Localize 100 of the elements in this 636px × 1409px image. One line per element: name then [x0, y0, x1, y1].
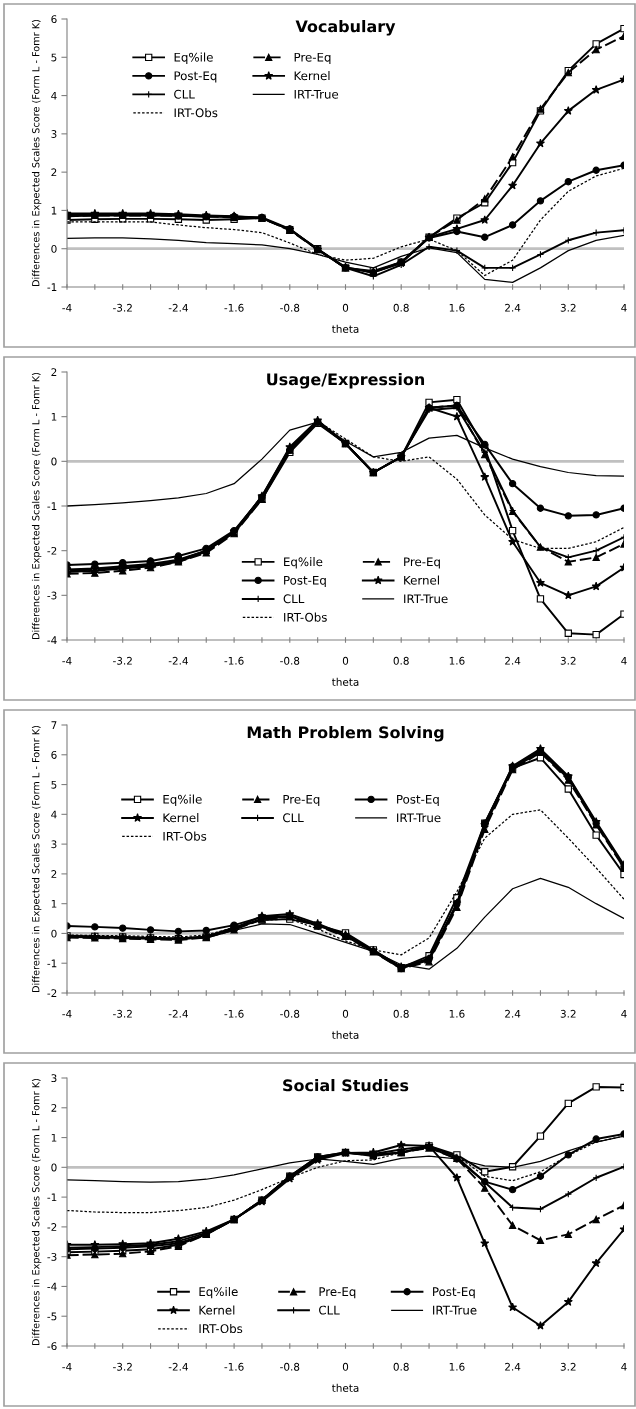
y-tick-label: 5: [51, 780, 57, 789]
y-tick-label: 2: [51, 1104, 57, 1112]
x-tick-label: 4: [621, 303, 627, 312]
y-axis-title: Differences in Expected Scales Score (Form L - Fomr K): [31, 19, 42, 286]
legend-label: IRT-True: [397, 813, 441, 823]
x-tick-label: -1.6: [224, 656, 244, 665]
y-tick-label: -5: [47, 1312, 57, 1321]
chart-title: Math Problem Solving: [247, 725, 444, 742]
y-tick-label: 2: [51, 168, 57, 177]
legend-label: Pre-Eq: [294, 52, 331, 64]
y-tick-label: -1: [47, 959, 57, 968]
y-tick-label: -1: [47, 283, 57, 291]
x-tick-label: 0: [342, 656, 349, 665]
y-tick-label: -2: [47, 1223, 57, 1231]
x-tick-label: -4: [62, 1362, 72, 1371]
y-tick-label: -4: [47, 636, 57, 644]
y-tick-label: 0: [51, 244, 57, 253]
x-tick-label: -1.6: [224, 303, 244, 312]
legend-label: Kernel: [294, 71, 330, 81]
x-tick-label: 0.8: [393, 303, 409, 312]
chart-title: Social Studies: [283, 1078, 409, 1092]
x-tick-label: -2.4: [168, 656, 188, 665]
legend-label: Post-Eq: [397, 794, 439, 807]
legend-label: Eq%ile: [199, 1286, 238, 1299]
y-tick-label: -6: [47, 1342, 57, 1351]
chart-title: Vocabulary: [295, 19, 396, 36]
y-tick-label: 2: [51, 368, 57, 376]
x-tick-label: -0.8: [280, 1362, 300, 1371]
y-tick-label: 4: [51, 810, 57, 819]
y-axis-title: Differences in Expected Scales Score (Form L - Fomr K): [31, 725, 42, 992]
x-tick-label: -4: [62, 656, 72, 665]
x-tick-label: 3.2: [560, 656, 576, 665]
y-tick-label: 6: [51, 15, 57, 24]
legend-label: IRT-True: [404, 594, 448, 604]
y-tick-label: 0: [51, 929, 57, 938]
legend-label: CLL: [283, 594, 305, 604]
y-tick-label: 1: [51, 1133, 57, 1142]
x-tick-label: 3.2: [560, 1009, 576, 1018]
legend-label: Post-Eq: [174, 71, 217, 83]
legend-label: IRT-Obs: [163, 831, 207, 841]
y-tick-label: -4: [47, 1282, 57, 1291]
x-tick-label: 0: [342, 303, 349, 312]
x-tick-label: 2.4: [505, 1009, 521, 1018]
y-tick-label: 1: [51, 413, 57, 421]
x-tick-label: 0.8: [393, 656, 409, 665]
legend-label: IRT-Obs: [284, 612, 327, 622]
x-tick-label: 0.8: [393, 1009, 409, 1018]
y-tick-label: 6: [51, 751, 57, 759]
x-tick-label: -1.6: [224, 1009, 244, 1018]
y-tick-label: 0: [51, 1163, 57, 1172]
x-tick-label: 4: [621, 656, 627, 665]
x-axis-title: theta: [332, 324, 359, 333]
legend-label: CLL: [283, 813, 304, 823]
y-tick-label: -1: [47, 502, 57, 510]
legend-label: Post-Eq: [433, 1287, 475, 1299]
x-tick-label: -2.4: [168, 1009, 188, 1018]
y-tick-label: 3: [51, 1074, 57, 1083]
legend-label: Pre-Eq: [283, 794, 320, 807]
x-tick-label: 0.8: [393, 1362, 409, 1371]
legend-label: CLL: [319, 1305, 340, 1315]
x-axis-title: theta: [332, 1383, 359, 1392]
legend-label: IRT-Obs: [174, 108, 218, 118]
legend-label: Pre-Eq: [404, 557, 440, 569]
x-tick-label: 2.4: [505, 1362, 521, 1371]
y-tick-label: 0: [51, 457, 57, 466]
x-axis-title: theta: [332, 1030, 359, 1039]
y-tick-label: 7: [51, 721, 57, 729]
legend-label: CLL: [174, 89, 195, 99]
y-tick-label: -2: [47, 989, 57, 997]
legend-label: Kernel: [404, 575, 439, 585]
x-tick-label: 3.2: [560, 1362, 576, 1371]
legend-label: Pre-Eq: [319, 1287, 356, 1299]
legend-label: IRT-True: [433, 1305, 477, 1315]
x-tick-label: 1.6: [449, 1009, 465, 1018]
y-tick-label: 3: [51, 130, 57, 138]
x-tick-label: 3.2: [560, 303, 576, 312]
legend-label: Kernel: [163, 813, 199, 823]
x-tick-label: -4: [62, 1009, 72, 1018]
legend-label: Eq%ile: [174, 52, 213, 64]
x-tick-label: -3.2: [113, 1009, 132, 1018]
x-tick-label: -4: [62, 303, 72, 312]
y-axis-title: Differences in Expected Scales Score (Form L - Fomr K): [31, 372, 42, 639]
legend-label: Kernel: [199, 1305, 235, 1315]
y-tick-label: 1: [51, 900, 57, 908]
x-tick-label: -1.6: [224, 1362, 244, 1371]
x-tick-label: 2.4: [505, 303, 521, 312]
x-tick-label: -0.8: [280, 656, 300, 665]
x-tick-label: 2.4: [505, 656, 521, 665]
y-tick-label: -3: [47, 1252, 57, 1261]
y-tick-label: -3: [47, 591, 57, 600]
x-tick-label: -0.8: [280, 303, 300, 312]
chart-title: Usage/Expression: [267, 372, 425, 389]
x-tick-label: 0: [342, 1009, 349, 1018]
y-tick-label: 2: [51, 870, 57, 878]
x-tick-label: 0: [342, 1362, 349, 1371]
y-axis-title: Differences in Expected Scales Score (Form L - Fomr K): [31, 1078, 42, 1345]
x-tick-label: 1.6: [449, 1362, 465, 1371]
y-tick-label: 4: [51, 91, 57, 100]
legend-label: Eq%ile: [284, 557, 323, 569]
y-tick-label: -2: [47, 546, 57, 555]
